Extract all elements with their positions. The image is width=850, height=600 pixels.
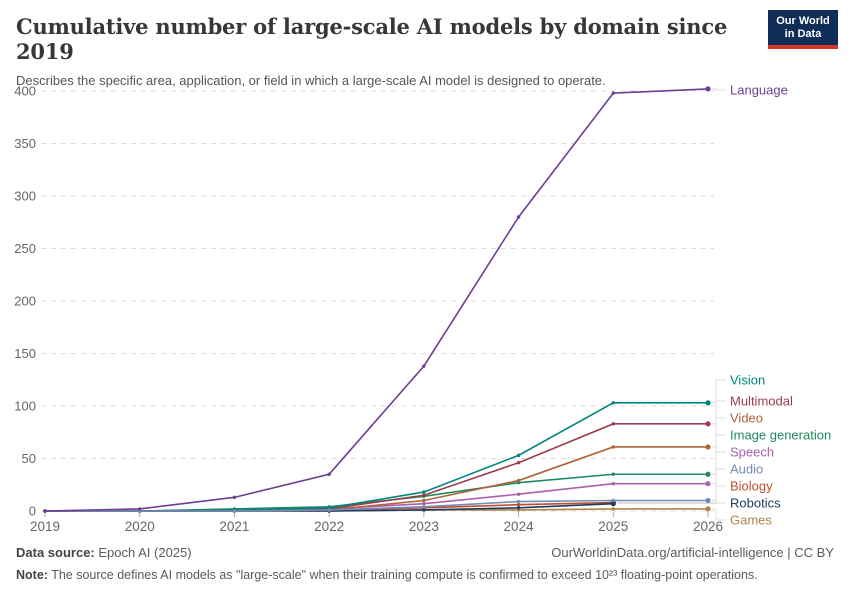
data-point-language[interactable] [705,86,711,92]
y-tick-label: 250 [14,241,36,256]
data-point-robotics[interactable] [610,501,616,507]
legend-label-speech[interactable]: Speech [730,445,774,460]
legend-connector [712,434,726,475]
x-tick-label: 2019 [30,519,60,534]
note-label: Note: [16,568,48,582]
series-line-language[interactable] [44,88,709,512]
data-point-audio[interactable] [611,498,615,503]
data-point-games[interactable] [705,506,711,512]
owid-logo-line1: Our World [776,15,830,27]
x-tick-label: 2020 [125,519,155,534]
page-title: Cumulative number of large-scale AI mode… [16,14,728,64]
data-point-language[interactable] [138,507,142,511]
x-tick-label: 2026 [693,519,723,534]
legend-label-games[interactable]: Games [730,513,772,528]
y-tick-label: 50 [22,451,36,466]
legend-connector [712,508,726,521]
data-point-image-generation[interactable] [611,472,615,476]
data-point-vision[interactable] [422,490,426,494]
series-line-multimodal[interactable] [45,423,708,512]
data-point-speech[interactable] [422,501,426,506]
legend-label-image-generation[interactable]: Image generation [730,428,831,443]
y-tick-label: 150 [14,346,36,361]
legend-connector [712,400,726,425]
data-point-speech[interactable] [611,482,615,486]
data-point-biology[interactable] [516,503,521,507]
legend-label-audio[interactable]: Audio [730,462,763,477]
data-point-video[interactable] [516,478,521,483]
data-point-audio[interactable] [422,505,426,509]
series-line-audio[interactable] [45,499,708,512]
data-point-language[interactable] [611,91,615,95]
data-source-label: Data source: [16,545,95,560]
data-point-multimodal[interactable] [705,421,711,427]
note-value: The source defines AI models as "large-s… [47,568,758,582]
data-point-vision[interactable] [516,453,521,458]
x-tick-label: 2024 [504,519,535,534]
owid-logo-line2: in Data [784,28,822,40]
data-source-value: Epoch AI (2025) [94,545,192,560]
chart-subtitle: Describes the specific area, application… [16,73,606,88]
data-point-games[interactable] [611,507,615,511]
data-point-audio[interactable] [516,499,521,504]
x-tick-label: 2021 [219,519,249,534]
data-point-audio[interactable] [232,509,237,513]
data-point-language[interactable] [327,472,331,476]
chart-note: Note: The source defines AI models as "l… [16,568,834,582]
data-point-robotics[interactable] [516,506,521,510]
series-line-speech[interactable] [45,482,708,512]
data-point-video[interactable] [611,445,615,449]
data-point-audio[interactable] [327,508,331,512]
y-tick-label: 200 [14,294,36,309]
y-tick-label: 300 [14,189,36,204]
data-point-language[interactable] [422,364,426,368]
x-tick-label: 2022 [314,519,344,534]
data-point-audio[interactable] [705,497,711,504]
data-point-image-generation[interactable] [705,471,711,477]
legend-label-vision[interactable]: Vision [730,373,765,388]
owid-link[interactable]: OurWorldinData.org/artificial-intelligen… [551,545,834,560]
legend-connector [712,88,726,91]
y-tick-label: 400 [14,84,36,99]
y-tick-label: 350 [14,136,36,151]
data-point-language[interactable] [516,215,521,219]
data-point-video[interactable] [422,498,426,503]
data-source: Data source: Epoch AI (2025) [16,545,192,560]
data-point-vision[interactable] [611,401,615,405]
data-point-language[interactable] [232,495,237,500]
legend-connector [617,502,726,505]
chart-footer: Data source: Epoch AI (2025) OurWorldinD… [16,545,834,582]
data-point-multimodal[interactable] [611,422,615,426]
owid-logo[interactable]: Our World in Data [768,10,838,49]
y-tick-label: 100 [14,399,36,414]
legend-label-robotics[interactable]: Robotics [730,496,781,511]
x-tick-label: 2025 [598,519,628,534]
data-point-vision[interactable] [705,400,711,406]
data-point-multimodal[interactable] [516,461,521,465]
legend-connector [617,485,726,504]
legend-connector [712,451,726,485]
legend-label-video[interactable]: Video [730,411,763,426]
x-tick-label: 2023 [409,519,439,534]
legend-connector [712,379,726,404]
y-tick-label: 0 [29,504,36,519]
legend-label-biology[interactable]: Biology [730,479,773,494]
data-point-robotics[interactable] [422,508,426,512]
data-point-video[interactable] [705,444,711,450]
data-point-speech[interactable] [516,492,521,496]
legend-connector [712,468,726,501]
data-point-multimodal[interactable] [422,493,426,497]
legend-label-language[interactable]: Language [730,83,788,98]
data-point-language[interactable] [43,509,47,513]
legend-connector [712,417,726,448]
chart-header: Cumulative number of large-scale AI mode… [16,14,750,88]
data-point-speech[interactable] [705,481,711,487]
legend-label-multimodal[interactable]: Multimodal [730,394,793,409]
